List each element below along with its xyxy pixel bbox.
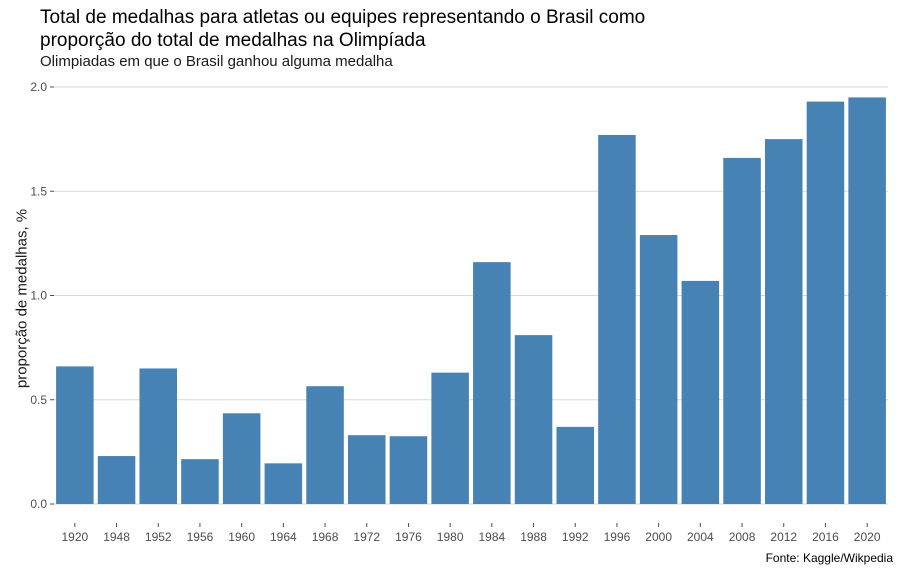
x-tick-label: 1948 xyxy=(103,530,130,544)
chart-title-line-2: proporção do total de medalhas na Olimpí… xyxy=(40,30,426,51)
bar-1984 xyxy=(473,262,511,504)
bar-2012 xyxy=(764,139,803,504)
bars xyxy=(56,97,886,505)
x-tick-label: 2004 xyxy=(687,530,714,544)
gridlines xyxy=(54,86,888,505)
x-tick-label: 1960 xyxy=(228,530,255,544)
x-tick-label: 1984 xyxy=(478,530,505,544)
bar-1960 xyxy=(222,413,261,504)
x-tick-label: 1956 xyxy=(187,530,214,544)
bar-2004 xyxy=(681,280,720,504)
x-tick-label: 1976 xyxy=(395,530,422,544)
x-tick-label: 2008 xyxy=(729,530,756,544)
x-tick-label: 1988 xyxy=(520,530,547,544)
x-tick-label: 1968 xyxy=(312,530,339,544)
x-tick-label: 2016 xyxy=(812,530,839,544)
chart-caption: Fonte: Kaggle/Wikpedia xyxy=(765,551,893,565)
bar-2008 xyxy=(723,157,761,504)
x-tick-label: 1980 xyxy=(437,530,464,544)
bar-2016 xyxy=(806,101,845,504)
chart-title: Total de medalhas para atletas ou equipe… xyxy=(40,6,740,52)
y-axis: 0.0 0.5 1.0 1.5 2.0 xyxy=(30,80,54,511)
bar-1976 xyxy=(389,436,428,504)
bar-1988 xyxy=(514,335,553,504)
bar-1956 xyxy=(181,459,219,504)
bar-1964 xyxy=(264,463,303,504)
y-tick-label: 0.5 xyxy=(30,393,47,407)
y-tick-label: 0.0 xyxy=(30,497,47,511)
x-tick-label: 2020 xyxy=(854,530,881,544)
bar-1992 xyxy=(556,426,595,504)
x-tick-label: 1996 xyxy=(604,530,631,544)
x-tick-label: 1920 xyxy=(61,530,88,544)
bar-2000 xyxy=(639,235,678,504)
bar-1972 xyxy=(347,435,386,504)
x-tick-label: 1964 xyxy=(270,530,297,544)
chart-title-line-1: Total de medalhas para atletas ou equipe… xyxy=(40,7,646,28)
chart-subtitle: Olimpiadas em que o Brasil ganhou alguma… xyxy=(40,53,393,70)
x-tick-label: 1972 xyxy=(353,530,380,544)
bar-1948 xyxy=(97,456,136,504)
x-tick-label: 1992 xyxy=(562,530,589,544)
bar-2020 xyxy=(848,97,886,505)
y-tick-label: 1.5 xyxy=(30,184,47,198)
x-tick-label: 2000 xyxy=(645,530,672,544)
x-tick-label: 1952 xyxy=(145,530,172,544)
bar-1920 xyxy=(56,366,94,504)
bar-1952 xyxy=(139,368,178,504)
y-tick-label: 1.0 xyxy=(30,289,47,303)
bar-1980 xyxy=(431,372,469,504)
y-tick-label: 2.0 xyxy=(30,80,47,94)
x-tick-label: 2012 xyxy=(770,530,797,544)
bar-1968 xyxy=(306,386,344,504)
bar-1996 xyxy=(598,134,636,504)
x-axis: 1920 1948 1952 1956 1960 1964 1968 1972 1976 1980… xyxy=(61,523,881,544)
